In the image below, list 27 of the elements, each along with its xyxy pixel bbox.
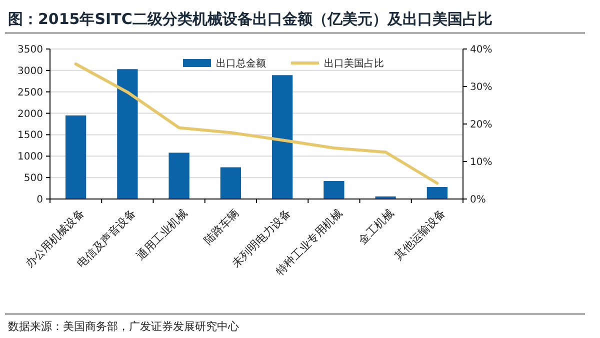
y2-tick-label: 40% (470, 44, 492, 56)
bar (324, 181, 344, 199)
y-tick-label: 1000 (18, 152, 43, 163)
y-tick-label: 2500 (18, 87, 43, 98)
y-tick-label: 2000 (18, 108, 43, 120)
y-tick-label: 3500 (18, 44, 43, 56)
bar (168, 152, 190, 199)
bar (426, 187, 448, 199)
bar (272, 75, 293, 199)
y-tick-label: 3000 (18, 66, 43, 77)
bar (220, 167, 242, 199)
y-tick-label: 500 (24, 173, 43, 184)
x-tick-label: 陆路车辆 (201, 206, 242, 247)
bar (65, 115, 86, 199)
chart-title: 图：2015年SITC二级分类机械设备出口金额（亿美元）及出口美国占比 (8, 10, 492, 28)
x-tick-label: 通用工业机械 (134, 206, 190, 263)
y2-tick-label: 20% (470, 120, 492, 130)
y-tick-label: 1500 (18, 130, 43, 142)
x-tick-label: 金工机械 (356, 206, 396, 247)
y2-tick-label: 30% (470, 82, 492, 93)
legend-label: 出口总金额 (216, 58, 266, 70)
y2-tick-label: 10% (470, 157, 492, 168)
y2-tick-label: 0% (470, 194, 486, 206)
source-note: 数据来源：美国商务部，广发证券发展研究中心 (8, 320, 239, 333)
y-tick-label: 0 (36, 194, 43, 206)
bar (117, 69, 138, 199)
legend-label: 出口美国占比 (324, 58, 384, 70)
